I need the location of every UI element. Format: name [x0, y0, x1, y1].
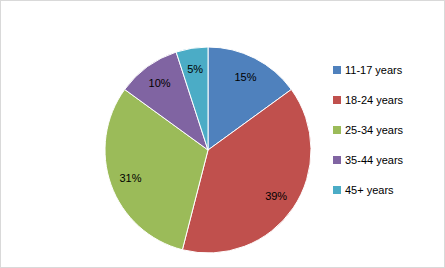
legend-label: 25-34 years	[345, 124, 404, 136]
legend-swatch	[333, 66, 341, 74]
legend-label: 35-44 years	[345, 154, 404, 166]
legend-label: 11-17 years	[345, 64, 403, 76]
legend-swatch	[333, 96, 341, 104]
legend-swatch	[333, 156, 341, 164]
chart-svg: 15% 39% 31% 10% 5% 11-17 years 18-24 years 25-3…	[0, 0, 445, 268]
chart-container: 15% 39% 31% 10% 5% 11-17 years 18-24 years 25-3…	[0, 0, 445, 268]
data-labels: 15% 39% 31% 10% 5%	[119, 63, 287, 203]
legend-swatch	[333, 126, 341, 134]
data-label: 5%	[187, 63, 203, 75]
legend-label: 45+ years	[345, 184, 394, 196]
data-label: 10%	[149, 77, 171, 89]
legend: 11-17 years 18-24 years 25-34 years 35-44 y…	[333, 64, 404, 196]
data-label: 15%	[234, 71, 256, 83]
chart-border	[1, 1, 445, 268]
legend-swatch	[333, 186, 341, 194]
slices	[105, 47, 311, 253]
data-label: 31%	[119, 172, 141, 184]
pie-slice	[176, 47, 208, 150]
data-label: 39%	[265, 190, 287, 202]
legend-label: 18-24 years	[345, 94, 404, 106]
